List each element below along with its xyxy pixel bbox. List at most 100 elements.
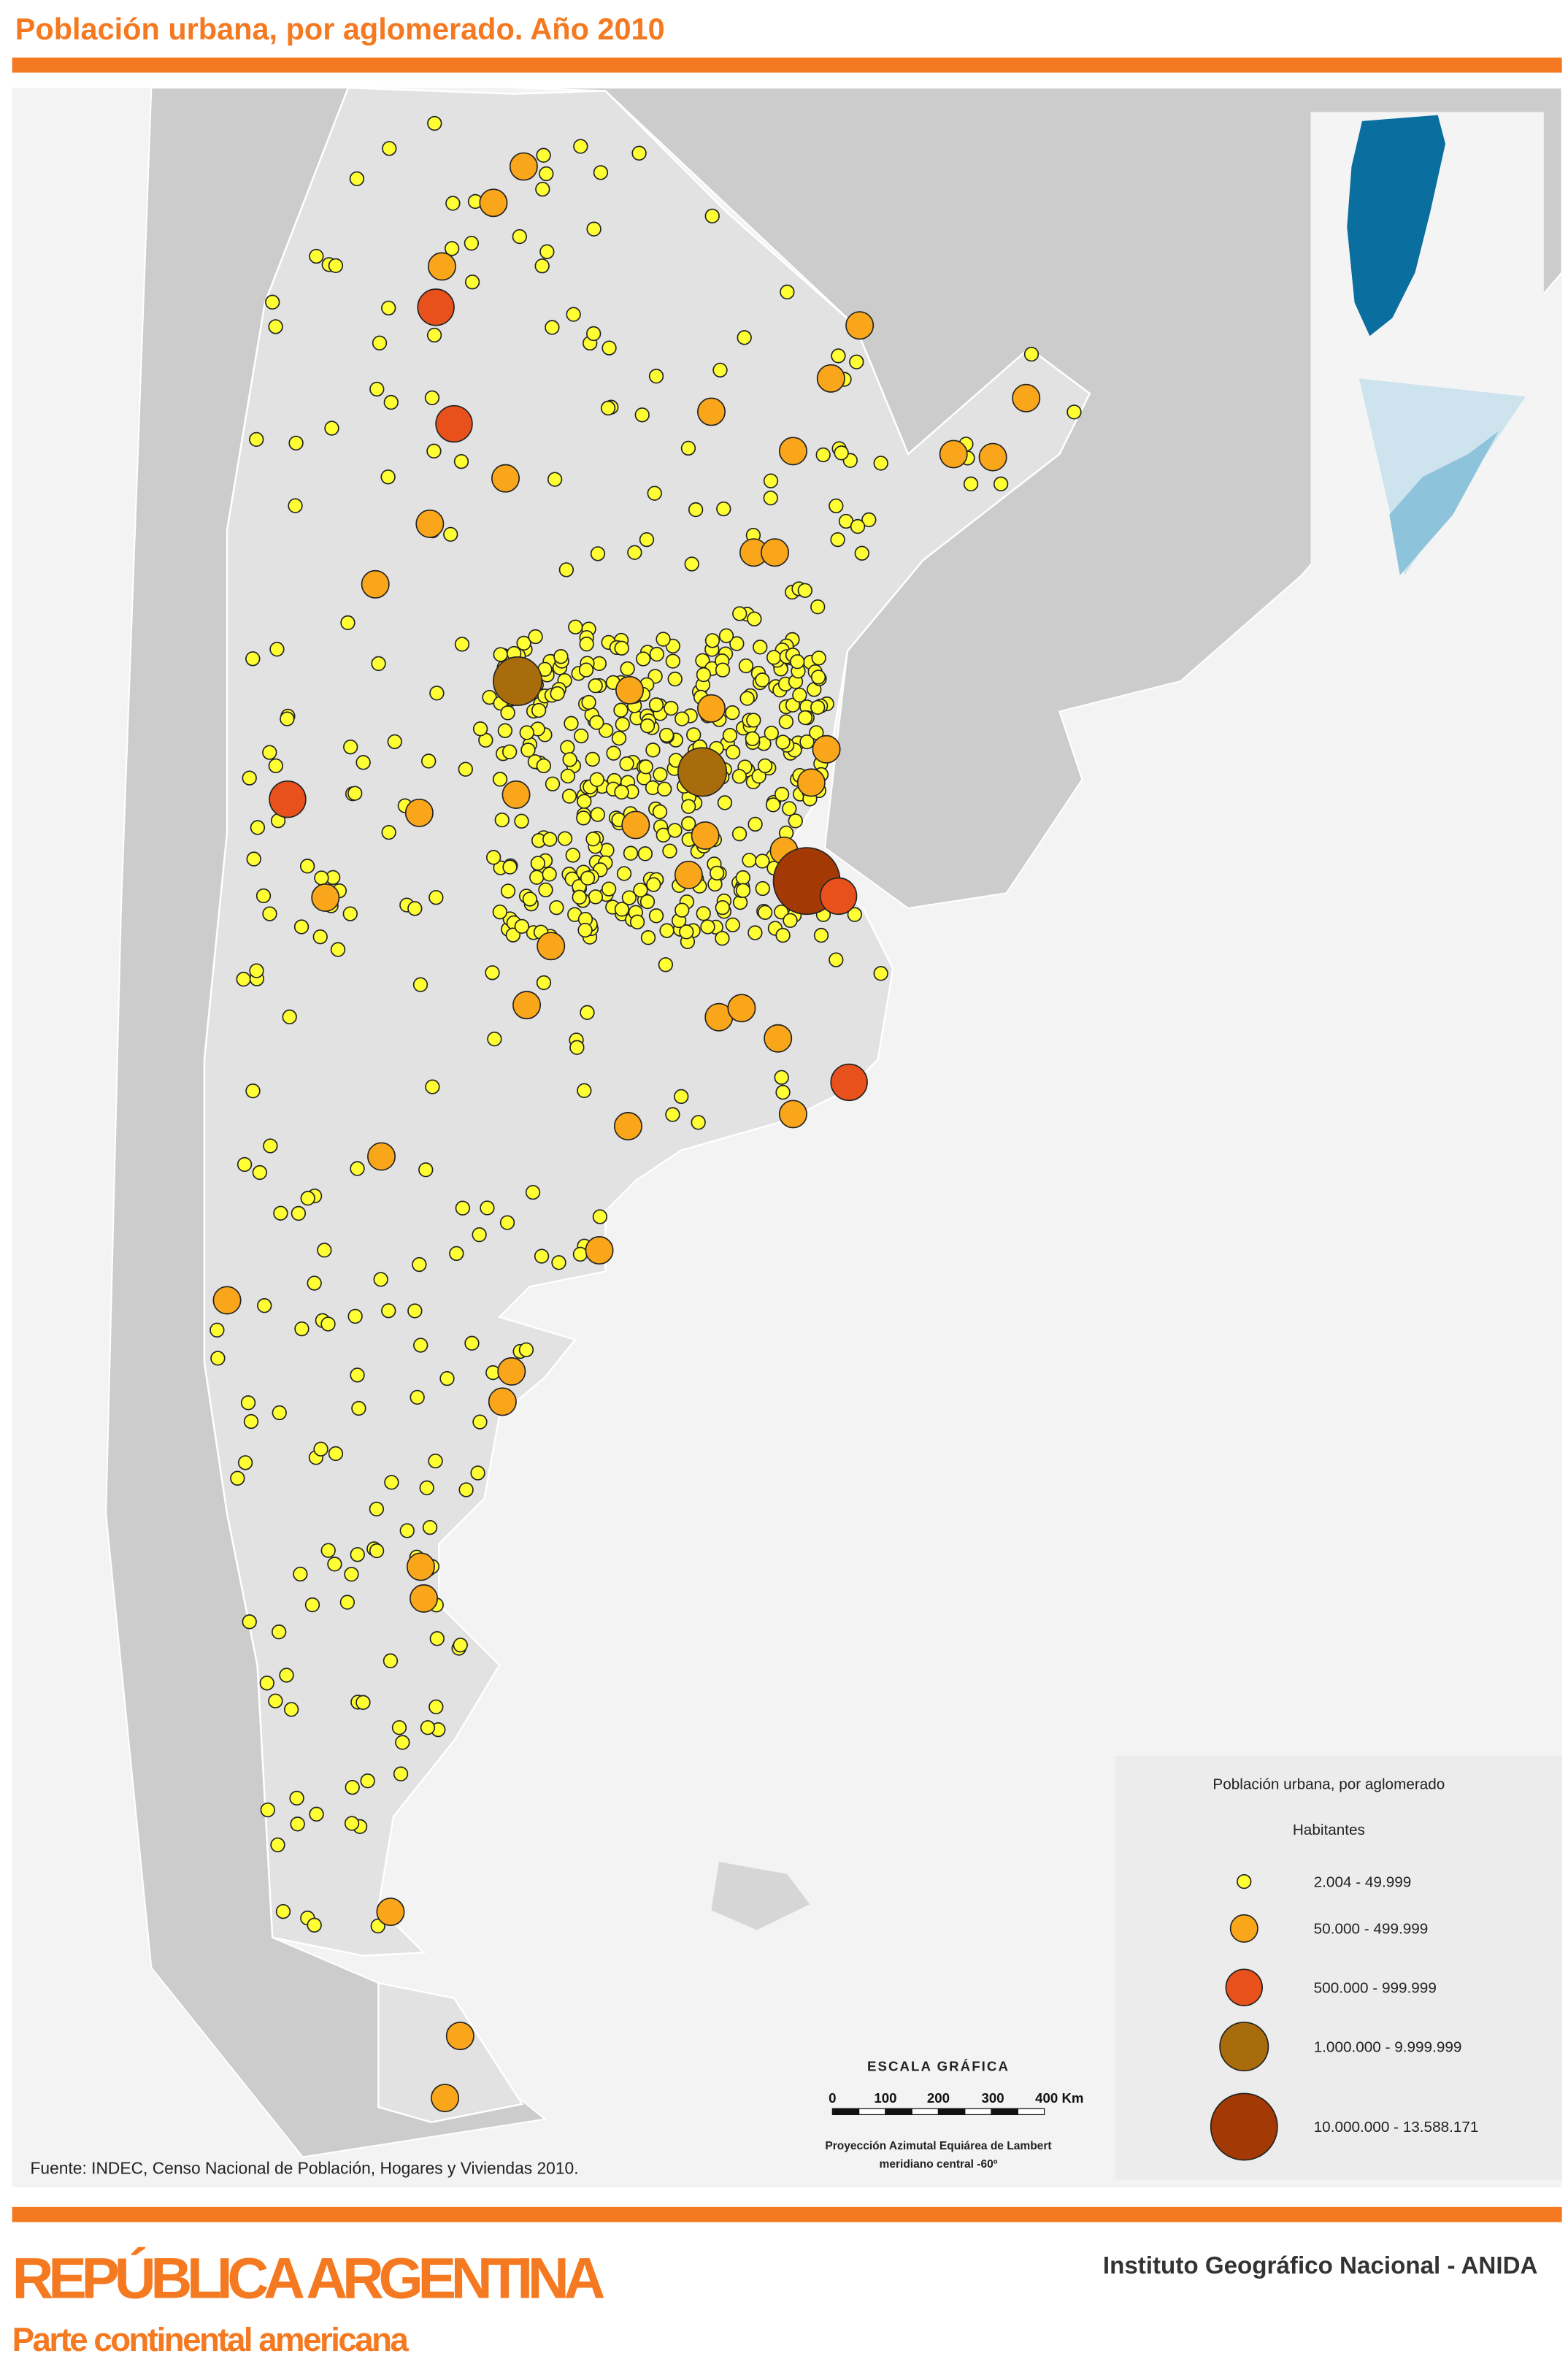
city bbox=[399, 1523, 415, 1538]
city bbox=[514, 813, 529, 829]
city bbox=[243, 1413, 259, 1430]
city bbox=[574, 728, 589, 744]
city bbox=[494, 812, 510, 828]
city bbox=[810, 669, 826, 685]
city bbox=[250, 820, 266, 835]
city bbox=[488, 1387, 517, 1416]
city bbox=[497, 1357, 526, 1386]
city bbox=[581, 694, 596, 710]
legend-label: 1.000.000 - 9.999.999 bbox=[1314, 2038, 1462, 2055]
city bbox=[774, 786, 790, 802]
city bbox=[565, 848, 580, 863]
city bbox=[783, 913, 798, 928]
city bbox=[410, 1389, 425, 1405]
city bbox=[263, 1138, 278, 1154]
city bbox=[538, 882, 553, 898]
city bbox=[249, 963, 264, 978]
city bbox=[249, 431, 264, 448]
city bbox=[831, 348, 846, 364]
city bbox=[534, 258, 550, 274]
city bbox=[572, 1246, 588, 1262]
city bbox=[557, 831, 573, 846]
city bbox=[472, 1414, 488, 1430]
city bbox=[344, 1816, 360, 1831]
city bbox=[601, 881, 617, 897]
city bbox=[811, 651, 826, 666]
city bbox=[534, 1248, 550, 1264]
city bbox=[658, 957, 674, 972]
city bbox=[291, 1205, 307, 1221]
city bbox=[782, 801, 797, 816]
city bbox=[542, 867, 557, 882]
city bbox=[737, 330, 752, 345]
city bbox=[453, 1638, 468, 1653]
city bbox=[340, 615, 356, 631]
city bbox=[629, 914, 645, 930]
city bbox=[429, 1631, 445, 1646]
city bbox=[715, 931, 730, 946]
city bbox=[464, 1335, 480, 1351]
city bbox=[427, 115, 442, 131]
city bbox=[282, 1009, 297, 1024]
city bbox=[372, 335, 388, 350]
city bbox=[765, 797, 781, 813]
city bbox=[579, 637, 594, 652]
city bbox=[424, 390, 440, 406]
city bbox=[545, 776, 561, 791]
source: Fuente: INDEC, Censo Nacional de Poblaci… bbox=[30, 2158, 578, 2177]
city bbox=[361, 569, 390, 599]
city bbox=[280, 711, 295, 726]
legend-symbol bbox=[1237, 1873, 1252, 1889]
city bbox=[391, 1720, 407, 1735]
scale-label: 300 bbox=[982, 2090, 1004, 2106]
legend-label: 500.000 - 999.999 bbox=[1314, 1979, 1437, 1996]
city bbox=[766, 650, 782, 665]
city bbox=[611, 730, 627, 746]
city bbox=[505, 927, 521, 943]
city bbox=[491, 464, 520, 493]
scale-label: 400 Km bbox=[1035, 2090, 1083, 2106]
city bbox=[547, 472, 563, 487]
city bbox=[324, 421, 339, 436]
city bbox=[589, 715, 604, 730]
city bbox=[620, 661, 635, 677]
city bbox=[717, 795, 733, 810]
city bbox=[307, 1275, 322, 1291]
city bbox=[578, 662, 594, 678]
city bbox=[861, 512, 877, 528]
city bbox=[747, 611, 762, 626]
city bbox=[816, 364, 845, 393]
city bbox=[549, 899, 564, 916]
city bbox=[686, 727, 702, 743]
city bbox=[586, 326, 602, 342]
city bbox=[775, 927, 791, 943]
city bbox=[775, 734, 791, 750]
scale-segment bbox=[964, 2108, 992, 2116]
city bbox=[245, 651, 261, 667]
footer-subtitle: Parte continental americana bbox=[12, 2321, 410, 2358]
city bbox=[614, 640, 629, 656]
city bbox=[445, 2022, 474, 2051]
city bbox=[500, 705, 515, 721]
city bbox=[590, 807, 605, 822]
city bbox=[458, 761, 473, 777]
city bbox=[812, 734, 841, 764]
city bbox=[799, 734, 815, 750]
city bbox=[237, 1156, 253, 1173]
city bbox=[288, 435, 304, 451]
city bbox=[834, 445, 849, 461]
city bbox=[813, 927, 829, 943]
scale-segment bbox=[858, 2108, 886, 2116]
city bbox=[230, 1470, 245, 1486]
inset-argentina bbox=[1347, 115, 1446, 337]
city bbox=[369, 381, 385, 397]
city bbox=[320, 1543, 336, 1558]
city bbox=[646, 877, 661, 892]
scale-segment bbox=[911, 2108, 939, 2116]
city bbox=[269, 642, 285, 657]
city bbox=[580, 870, 596, 886]
city bbox=[512, 991, 542, 1020]
city bbox=[300, 1191, 315, 1206]
city bbox=[454, 637, 470, 652]
city bbox=[810, 699, 826, 715]
